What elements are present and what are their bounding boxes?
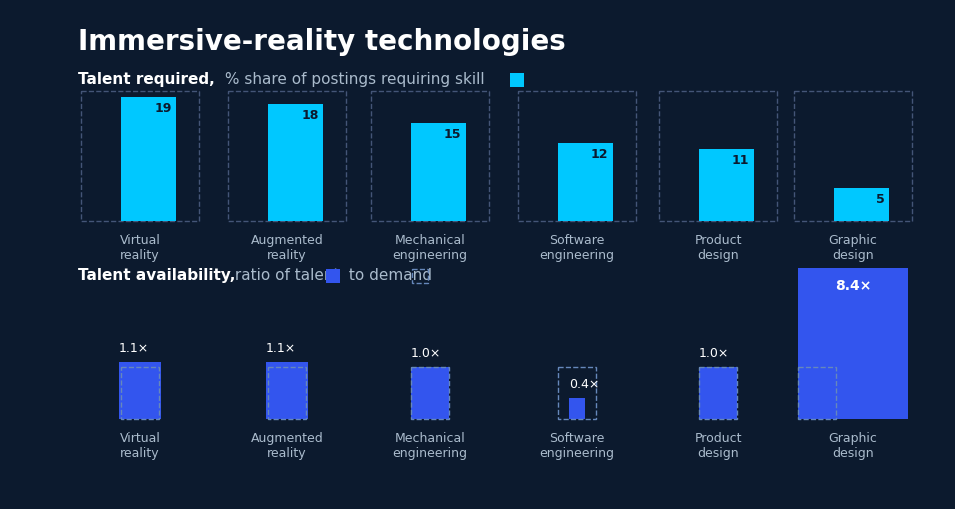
Bar (569, 399, 584, 419)
Bar (510, 74, 524, 88)
Bar (411, 124, 465, 221)
Bar (798, 367, 836, 419)
Text: ratio of talent: ratio of talent (230, 267, 345, 282)
Text: 15: 15 (444, 128, 461, 141)
Text: Talent availability,: Talent availability, (78, 267, 235, 282)
Bar (659, 92, 777, 221)
Bar (699, 367, 737, 419)
Bar (411, 367, 449, 419)
Text: 11: 11 (732, 154, 750, 167)
Text: 5: 5 (876, 193, 884, 206)
Text: 19: 19 (154, 102, 172, 115)
Bar (266, 362, 308, 419)
Text: Product
design: Product design (694, 431, 742, 459)
Text: 1.1×: 1.1× (266, 341, 296, 354)
Bar (518, 92, 636, 221)
Text: Virtual
reality: Virtual reality (119, 234, 160, 262)
Text: 8.4×: 8.4× (835, 279, 871, 293)
Text: 1.1×: 1.1× (119, 341, 149, 354)
Text: to demand: to demand (344, 267, 432, 282)
Text: 0.4×: 0.4× (569, 378, 600, 390)
Bar (371, 92, 489, 221)
Text: Product
design: Product design (694, 234, 742, 262)
Bar (558, 367, 596, 419)
Bar (411, 367, 449, 419)
Bar (558, 144, 612, 221)
Bar (834, 189, 888, 221)
Text: Mechanical
engineering: Mechanical engineering (393, 431, 468, 459)
Text: Immersive-reality technologies: Immersive-reality technologies (78, 28, 565, 56)
Bar (412, 269, 428, 284)
Bar (794, 92, 912, 221)
Text: % share of postings requiring skill: % share of postings requiring skill (220, 72, 484, 87)
Text: Software
engineering: Software engineering (540, 431, 614, 459)
Text: 1.0×: 1.0× (411, 346, 441, 359)
Text: Graphic
design: Graphic design (829, 234, 878, 262)
Text: 18: 18 (301, 108, 319, 121)
Bar (698, 150, 753, 221)
Bar (699, 367, 737, 419)
Text: Augmented
reality: Augmented reality (250, 431, 324, 459)
Bar (121, 367, 159, 419)
Bar (267, 104, 323, 221)
Text: 1.0×: 1.0× (699, 346, 730, 359)
Bar (120, 98, 176, 221)
Text: Software
engineering: Software engineering (540, 234, 614, 262)
Bar (326, 269, 340, 284)
Bar (119, 362, 160, 419)
Text: Virtual
reality: Virtual reality (119, 431, 160, 459)
Bar (798, 269, 908, 419)
Text: Mechanical
engineering: Mechanical engineering (393, 234, 468, 262)
Bar (228, 92, 346, 221)
Bar (81, 92, 199, 221)
Text: Talent required,: Talent required, (78, 72, 215, 87)
Text: 12: 12 (591, 148, 608, 160)
Bar (268, 367, 306, 419)
Text: Augmented
reality: Augmented reality (250, 234, 324, 262)
Text: Graphic
design: Graphic design (829, 431, 878, 459)
